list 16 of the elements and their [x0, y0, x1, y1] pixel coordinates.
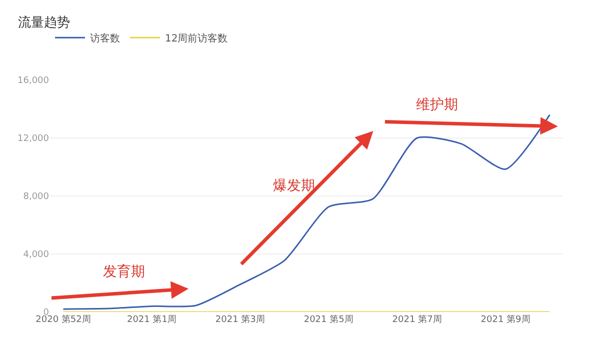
y-tick-label: 4,000	[23, 250, 50, 260]
x-tick-label: 2021 第7周	[392, 314, 442, 325]
annotation: 发育期	[103, 263, 145, 280]
x-tick-label: 2021 第1周	[126, 314, 176, 325]
annotation: 爆发期	[273, 178, 315, 194]
legend-label: 12周前访客数	[165, 32, 228, 45]
annotation: 维护期	[416, 97, 458, 113]
x-tick-label: 2021 第3周	[215, 314, 265, 325]
x-tick-label: 2021 第5周	[304, 314, 354, 325]
y-tick-label: 8,000	[23, 192, 50, 202]
x-tick-label: 2021 第9周	[480, 314, 530, 325]
line-series	[62, 114, 550, 310]
y-tick-label: 12,000	[18, 134, 50, 144]
y-tick-label: 16,000	[18, 76, 50, 86]
chart-title: 流量趋势	[18, 14, 70, 31]
legend-label: 访客数	[90, 32, 120, 45]
